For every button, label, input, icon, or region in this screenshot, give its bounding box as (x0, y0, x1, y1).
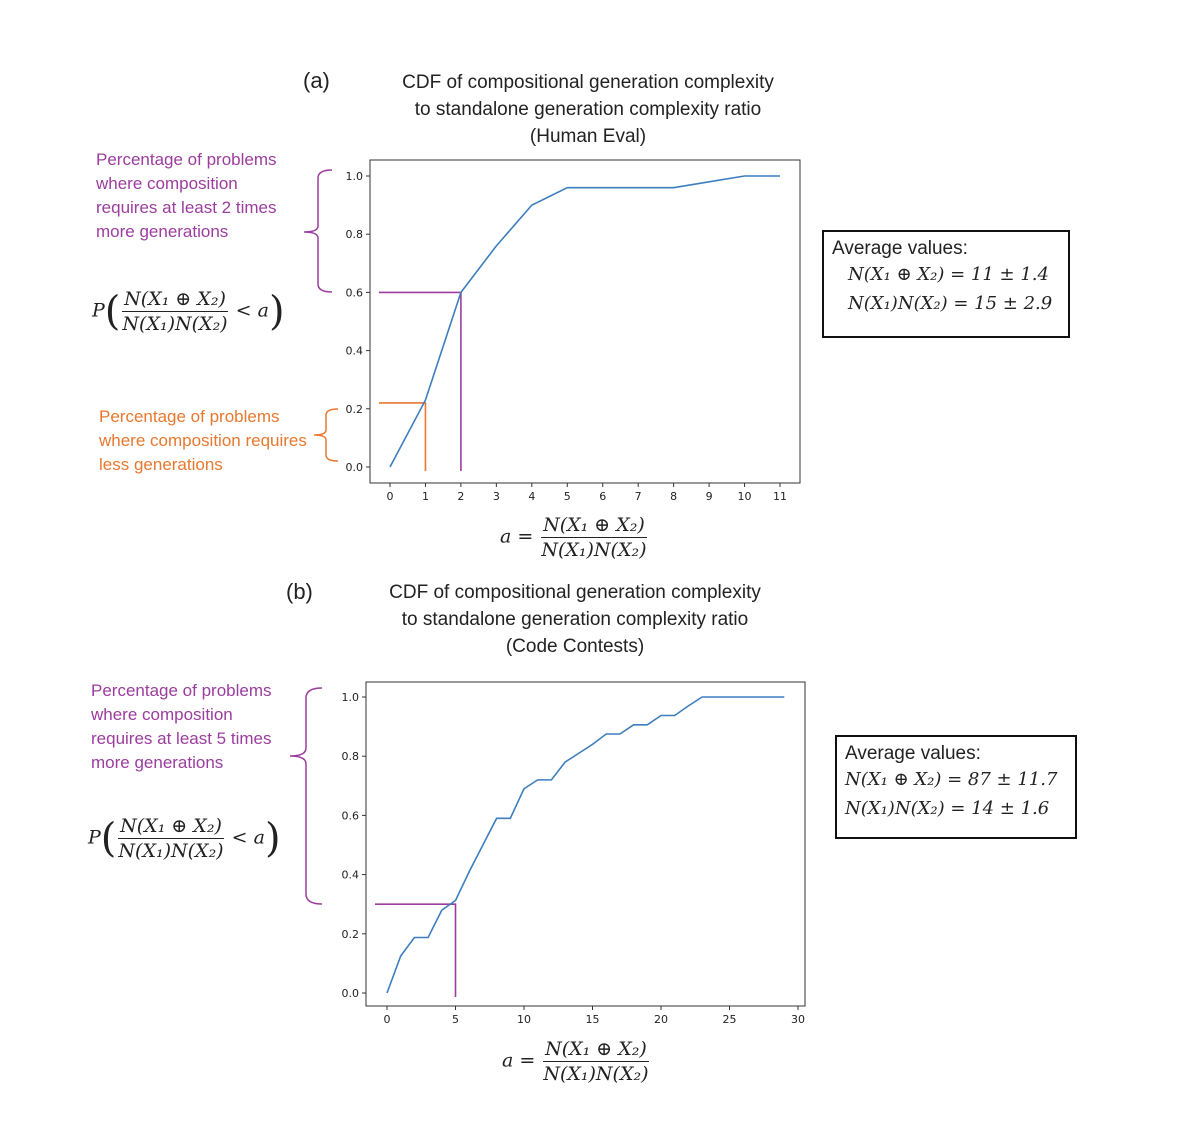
numerator: N(X₁ ⊕ X₂) (543, 1038, 649, 1062)
probability-expression-a: P(N(X₁ ⊕ X₂) N(X₁)N(X₂) < a) (92, 288, 285, 335)
probability-expression-b: P(N(X₁ ⊕ X₂) N(X₁)N(X₂) < a) (88, 815, 281, 862)
annotation-purple-a: Percentage of problems where composition… (96, 150, 277, 241)
average-values-box-a: Average values: N(X₁ ⊕ X₂) = 11 ± 1.4 N(… (822, 230, 1070, 338)
x-tick-label: 3 (493, 490, 500, 503)
denominator: N(X₁)N(X₂) (541, 539, 647, 561)
title-line: CDF of compositional generation complexi… (389, 582, 761, 603)
annotation-purple-b: Percentage of problems where composition… (91, 681, 272, 772)
x-tick-label: 8 (670, 490, 677, 503)
avg-title: Average values: (845, 743, 981, 764)
reference-line (379, 291, 462, 471)
x-axis-label-a: a = N(X₁ ⊕ X₂) N(X₁)N(X₂) (500, 514, 649, 561)
x-tick-label: 0 (384, 1013, 391, 1026)
y-tick-label: 0.8 (342, 750, 360, 763)
avg-title: Average values: (832, 238, 968, 259)
denominator: N(X₁)N(X₂) (118, 840, 224, 862)
x-tick-label: 1 (422, 490, 429, 503)
lhs: a = (502, 1049, 536, 1072)
y-tick-label: 0.2 (346, 403, 364, 416)
x-tick-label: 9 (706, 490, 713, 503)
plot-frame (369, 159, 801, 484)
avg-line: N(X₁)N(X₂) = 15 ± 2.9 (848, 293, 1053, 314)
lhs: a = (500, 525, 534, 548)
x-tick-label: 5 (452, 1013, 459, 1026)
y-tick-label: 0.6 (346, 286, 364, 299)
x-axis-label-b: a = N(X₁ ⊕ X₂) N(X₁)N(X₂) (502, 1038, 651, 1085)
chart-title-b: CDF of compositional generation complexi… (345, 579, 805, 660)
plot-frame (365, 681, 806, 1007)
title-line: (Human Eval) (529, 126, 647, 147)
brace-purple-b (289, 687, 323, 905)
x-tick-label: 0 (387, 490, 394, 503)
title-line: to standalone generation complexity rati… (414, 99, 762, 120)
annotation-orange-a: Percentage of problems where composition… (99, 407, 307, 474)
title-line: (Code Contests) (505, 636, 645, 657)
denominator: N(X₁)N(X₂) (543, 1063, 649, 1085)
y-tick-label: 0.0 (342, 987, 360, 1000)
average-values-box-b: Average values: N(X₁ ⊕ X₂) = 87 ± 11.7 N… (835, 735, 1077, 839)
rhs: < a (235, 299, 269, 322)
chart-title-a: CDF of compositional generation complexi… (358, 69, 818, 150)
x-tick-label: 4 (528, 490, 535, 503)
avg-line: N(X₁)N(X₂) = 14 ± 1.6 (845, 798, 1050, 819)
y-tick-label: 0.4 (346, 345, 364, 358)
x-tick-label: 10 (738, 490, 752, 503)
x-tick-label: 20 (654, 1013, 668, 1026)
numerator: N(X₁ ⊕ X₂) (541, 514, 647, 538)
rhs: < a (231, 826, 265, 849)
reference-line (379, 402, 427, 471)
numerator: N(X₁ ⊕ X₂) (122, 288, 228, 312)
y-tick-label: 0.6 (342, 809, 360, 822)
y-tick-label: 0.0 (346, 461, 364, 474)
panel-label-b: (b) (286, 579, 313, 604)
y-tick-label: 1.0 (342, 691, 360, 704)
x-tick-label: 5 (564, 490, 571, 503)
x-tick-label: 30 (791, 1013, 805, 1026)
avg-line: N(X₁ ⊕ X₂) = 87 ± 11.7 (845, 769, 1058, 790)
brace-purple-a (303, 169, 333, 293)
denominator: N(X₁)N(X₂) (122, 313, 228, 335)
avg-line: N(X₁ ⊕ X₂) = 11 ± 1.4 (848, 264, 1049, 285)
panel-label-a: (a) (303, 68, 330, 93)
x-tick-label: 25 (723, 1013, 737, 1026)
x-tick-label: 11 (773, 490, 787, 503)
p-symbol: P (88, 826, 101, 849)
title-line: CDF of compositional generation complexi… (402, 72, 774, 93)
reference-line (375, 903, 457, 997)
cdf-line (389, 175, 780, 468)
x-tick-label: 2 (457, 490, 464, 503)
y-tick-label: 0.4 (342, 869, 360, 882)
brace-orange-a (313, 408, 339, 462)
numerator: N(X₁ ⊕ X₂) (118, 815, 224, 839)
p-symbol: P (92, 299, 105, 322)
x-tick-label: 10 (517, 1013, 531, 1026)
x-tick-label: 7 (635, 490, 642, 503)
x-tick-label: 6 (599, 490, 606, 503)
y-tick-label: 0.2 (342, 928, 360, 941)
x-tick-label: 15 (586, 1013, 600, 1026)
cdf-line (386, 696, 785, 994)
y-tick-label: 0.8 (346, 228, 364, 241)
y-tick-label: 1.0 (346, 170, 364, 183)
title-line: to standalone generation complexity rati… (401, 609, 749, 630)
